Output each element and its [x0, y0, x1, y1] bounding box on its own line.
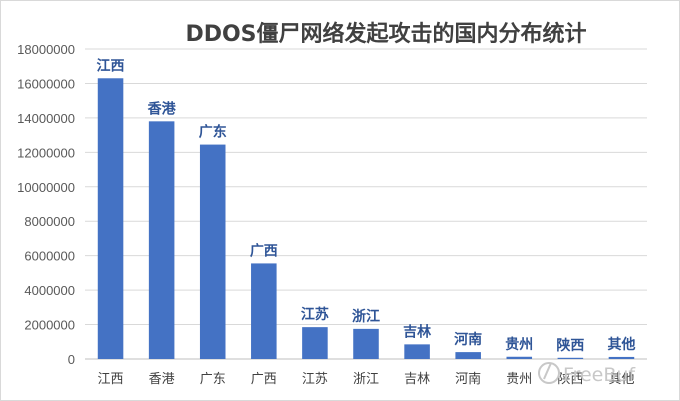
x-category-label: 江苏 [302, 371, 328, 387]
x-category-label: 贵州 [506, 372, 532, 387]
data-label: 陕西 [556, 337, 584, 354]
data-label: 其他 [607, 336, 635, 353]
bar-3 [251, 263, 277, 359]
bar-7 [455, 352, 481, 359]
bar-0 [97, 78, 124, 360]
bar-10 [608, 356, 635, 359]
x-axis-categories: 江西 香港 广东 广西 江苏 浙江 吉林 河南 贵州 陕西 其他 [98, 371, 635, 387]
y-tick-label: 4000000 [24, 283, 75, 298]
bar-9 [557, 357, 584, 359]
y-tick-label: 6000000 [24, 249, 75, 264]
bar-5 [353, 328, 379, 359]
bars [97, 78, 635, 360]
bar-8 [506, 356, 533, 359]
y-tick-label: 12000000 [17, 145, 75, 160]
y-tick-label: 14000000 [17, 111, 75, 126]
y-axis-ticks: 0 2000000 4000000 6000000 8000000 10000000 120… [17, 42, 75, 367]
y-tick-label: 18000000 [17, 42, 75, 57]
x-category-label: 浙江 [353, 372, 379, 387]
bar-6 [404, 344, 430, 359]
data-label: 吉林 [403, 323, 431, 340]
y-tick-label: 0 [68, 352, 75, 367]
x-category-label: 河南 [455, 371, 481, 387]
data-label: 江苏 [301, 306, 329, 323]
x-category-label: 其他 [608, 372, 634, 387]
x-category-label: 香港 [149, 372, 175, 387]
chart-title: DDOS僵尸网络发起攻击的国内分布统计 [185, 21, 586, 47]
data-label: 广东 [199, 124, 227, 141]
watermark: FreeBuf [538, 362, 636, 386]
bar-1 [148, 121, 175, 359]
x-category-label: 陕西 [557, 372, 583, 387]
bar-2 [199, 144, 226, 359]
grid-lines [85, 48, 647, 360]
bar-4 [302, 327, 328, 359]
data-label: 广西 [250, 242, 278, 259]
data-label: 河南 [454, 331, 482, 348]
data-label: 香港 [147, 100, 177, 117]
y-tick-label: 10000000 [17, 180, 75, 195]
data-label: 浙江 [352, 308, 380, 325]
data-label: 江西 [97, 57, 125, 74]
watermark-text: FreeBuf [563, 364, 636, 386]
y-tick-label: 8000000 [24, 214, 75, 229]
x-category-label: 吉林 [404, 372, 430, 387]
y-tick-label: 16000000 [17, 76, 75, 91]
y-tick-label: 2000000 [24, 318, 75, 333]
x-category-label: 江西 [98, 372, 124, 387]
x-category-label: 广西 [251, 372, 277, 387]
x-category-label: 广东 [200, 372, 226, 387]
data-label: 贵州 [505, 336, 533, 353]
freebuf-logo-icon [538, 362, 560, 384]
